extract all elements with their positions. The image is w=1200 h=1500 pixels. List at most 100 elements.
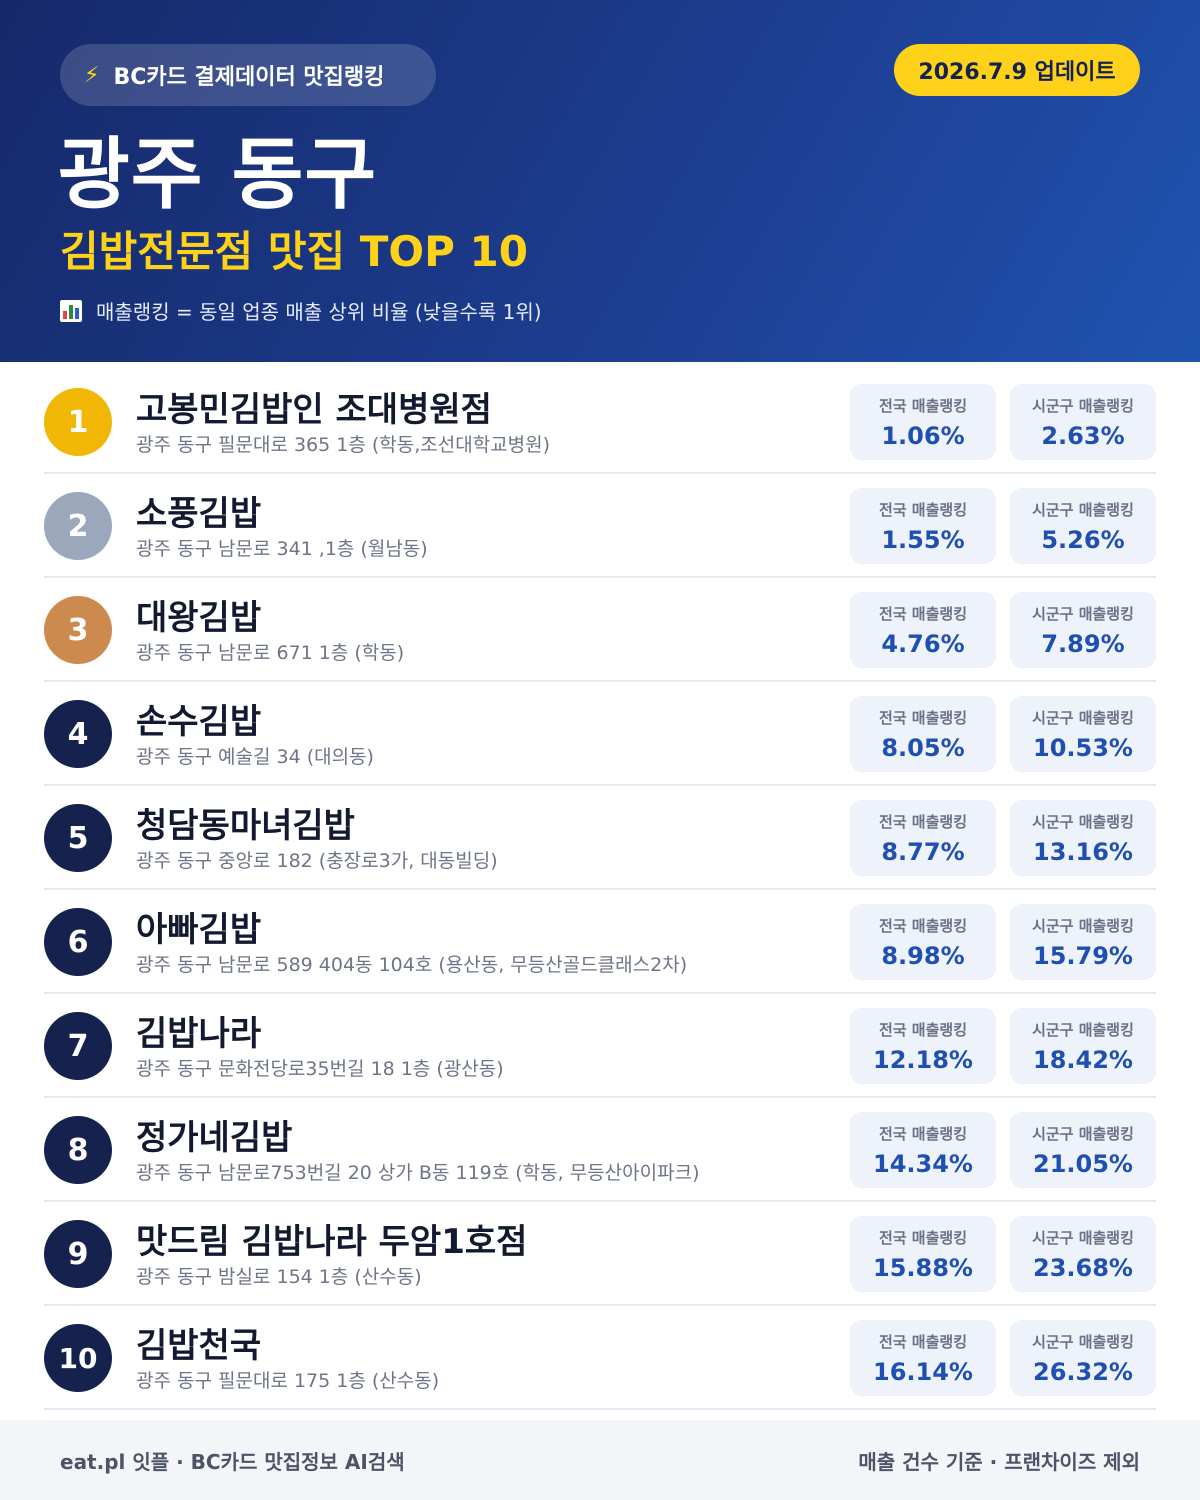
local-rank-value: 13.16% [1033,837,1133,866]
restaurant-name: 대왕김밥 [136,598,262,638]
restaurant-address: 광주 동구 밤실로 154 1층 (산수동) [136,1266,422,1288]
national-rank-value: 8.77% [881,837,965,866]
national-rank-value: 16.14% [873,1357,973,1386]
local-rank-label: 시군구 매출랭킹 [1032,1228,1134,1247]
list-item[interactable]: 9 맛드림 김밥나라 두암1호점 광주 동구 밤실로 154 1층 (산수동) 전국 … [44,1202,1156,1306]
national-rank-label: 전국 매출랭킹 [878,812,968,831]
restaurant-name: 맛드림 김밥나라 두암1호점 [136,1222,528,1262]
restaurant-name: 김밥나라 [136,1014,262,1054]
national-rank-card: 전국 매출랭킹 8.77% [850,800,996,876]
category-title: 김밥전문점 맛집 TOP 10 [60,227,528,276]
national-rank-value: 12.18% [873,1045,973,1074]
local-rank-label: 시군구 매출랭킹 [1032,604,1134,623]
rank-badge: 5 [44,804,112,872]
restaurant-address: 광주 동구 필문대로 365 1층 (학동,조선대학교병원) [136,434,551,456]
national-rank-card: 전국 매출랭킹 4.76% [850,592,996,668]
local-rank-card: 시군구 매출랭킹 18.42% [1010,1008,1156,1084]
national-rank-label: 전국 매출랭킹 [878,708,968,727]
lightning-icon: ⚡ [84,62,100,88]
national-rank-value: 4.76% [881,629,965,658]
restaurant-address: 광주 동구 예술길 34 (대의동) [136,746,374,768]
national-rank-label: 전국 매출랭킹 [878,1124,968,1143]
restaurant-address: 광주 동구 남문로 671 1층 (학동) [136,642,405,664]
local-rank-card: 시군구 매출랭킹 2.63% [1010,384,1156,460]
rank-badge: 4 [44,700,112,768]
local-rank-card: 시군구 매출랭킹 15.79% [1010,904,1156,980]
list-item[interactable]: 10 김밥천국 광주 동구 필문대로 175 1층 (산수동) 전국 매출랭킹 16.1… [44,1306,1156,1410]
national-rank-card: 전국 매출랭킹 1.06% [850,384,996,460]
national-rank-card: 전국 매출랭킹 12.18% [850,1008,996,1084]
restaurant-address: 광주 동구 중앙로 182 (충장로3가, 대동빌딩) [136,850,498,872]
national-rank-value: 8.98% [881,941,965,970]
national-rank-card: 전국 매출랭킹 1.55% [850,488,996,564]
national-rank-label: 전국 매출랭킹 [878,1332,968,1351]
national-rank-label: 전국 매출랭킹 [878,604,968,623]
local-rank-label: 시군구 매출랭킹 [1032,812,1134,831]
restaurant-name: 소풍김밥 [136,494,262,534]
rank-badge: 2 [44,492,112,560]
source-label: BC카드 결제데이터 맛집랭킹 [113,65,385,90]
national-rank-label: 전국 매출랭킹 [878,1020,968,1039]
local-rank-value: 7.89% [1041,629,1125,658]
restaurant-address: 광주 동구 필문대로 175 1층 (산수동) [136,1370,440,1392]
list-item[interactable]: 2 소풍김밥 광주 동구 남문로 341 ,1층 (월남동) 전국 매출랭킹 1.55%… [44,474,1156,578]
national-rank-card: 전국 매출랭킹 16.14% [850,1320,996,1396]
local-rank-card: 시군구 매출랭킹 23.68% [1010,1216,1156,1292]
local-rank-value: 2.63% [1041,421,1125,450]
local-rank-label: 시군구 매출랭킹 [1032,1020,1134,1039]
local-rank-card: 시군구 매출랭킹 21.05% [1010,1112,1156,1188]
local-rank-label: 시군구 매출랭킹 [1032,1124,1134,1143]
restaurant-name: 고봉민김밥인 조대병원점 [136,390,492,430]
local-rank-value: 26.32% [1033,1357,1133,1386]
rank-badge: 8 [44,1116,112,1184]
local-rank-label: 시군구 매출랭킹 [1032,916,1134,935]
list-item[interactable]: 3 대왕김밥 광주 동구 남문로 671 1층 (학동) 전국 매출랭킹 4.76% 시군… [44,578,1156,682]
national-rank-label: 전국 매출랭킹 [878,1228,968,1247]
restaurant-name: 아빠김밥 [136,910,262,950]
local-rank-value: 5.26% [1041,525,1125,554]
restaurant-name: 정가네김밥 [136,1118,293,1158]
national-rank-value: 15.88% [873,1253,973,1282]
list-item[interactable]: 4 손수김밥 광주 동구 예술길 34 (대의동) 전국 매출랭킹 8.05% 시군구 매… [44,682,1156,786]
list-item[interactable]: 5 청담동마녀김밥 광주 동구 중앙로 182 (충장로3가, 대동빌딩) 전국 매출… [44,786,1156,890]
local-rank-card: 시군구 매출랭킹 26.32% [1010,1320,1156,1396]
footer: eat.pl 잇플 · BC카드 맛집정보 AI검색 매출 건수 기준 · 프랜… [0,1420,1200,1500]
local-rank-value: 18.42% [1033,1045,1133,1074]
restaurant-name: 김밥천국 [136,1326,262,1366]
local-rank-label: 시군구 매출랭킹 [1032,1332,1134,1351]
national-rank-value: 8.05% [881,733,965,762]
bar-chart-icon [60,299,82,322]
national-rank-card: 전국 매출랭킹 15.88% [850,1216,996,1292]
header-banner: ⚡ BC카드 결제데이터 맛집랭킹 2026.7.9 업데이트 광주 동구 김밥… [0,0,1200,362]
local-rank-value: 15.79% [1033,941,1133,970]
list-item[interactable]: 8 정가네김밥 광주 동구 남문로753번길 20 상가 B동 119호 (학동, … [44,1098,1156,1202]
update-badge: 2026.7.9 업데이트 [894,44,1140,96]
region-title: 광주 동구 [58,130,378,220]
restaurant-name: 손수김밥 [136,702,262,742]
legend-text: 매출랭킹 = 동일 업종 매출 상위 비율 (낮을수록 1위) [96,300,542,324]
national-rank-value: 14.34% [873,1149,973,1178]
ranking-legend: 매출랭킹 = 동일 업종 매출 상위 비율 (낮을수록 1위) [60,296,542,325]
local-rank-card: 시군구 매출랭킹 5.26% [1010,488,1156,564]
list-item[interactable]: 7 김밥나라 광주 동구 문화전당로35번길 18 1층 (광산동) 전국 매출랭킹 1… [44,994,1156,1098]
local-rank-card: 시군구 매출랭킹 7.89% [1010,592,1156,668]
source-pill: ⚡ BC카드 결제데이터 맛집랭킹 [60,44,436,106]
national-rank-label: 전국 매출랭킹 [878,396,968,415]
local-rank-label: 시군구 매출랭킹 [1032,500,1134,519]
restaurant-address: 광주 동구 남문로 589 404동 104호 (용산동, 무등산골드클래스2차… [136,954,688,976]
footer-note: 매출 건수 기준 · 프랜차이즈 제외 [858,1449,1140,1474]
national-rank-value: 1.06% [881,421,965,450]
restaurant-address: 광주 동구 문화전당로35번길 18 1층 (광산동) [136,1058,504,1080]
local-rank-label: 시군구 매출랭킹 [1032,396,1134,415]
national-rank-value: 1.55% [881,525,965,554]
rank-badge: 1 [44,388,112,456]
footer-source: eat.pl 잇플 · BC카드 맛집정보 AI검색 [60,1449,405,1474]
rank-badge: 6 [44,908,112,976]
local-rank-value: 23.68% [1033,1253,1133,1282]
local-rank-value: 10.53% [1033,733,1133,762]
local-rank-value: 21.05% [1033,1149,1133,1178]
national-rank-card: 전국 매출랭킹 14.34% [850,1112,996,1188]
